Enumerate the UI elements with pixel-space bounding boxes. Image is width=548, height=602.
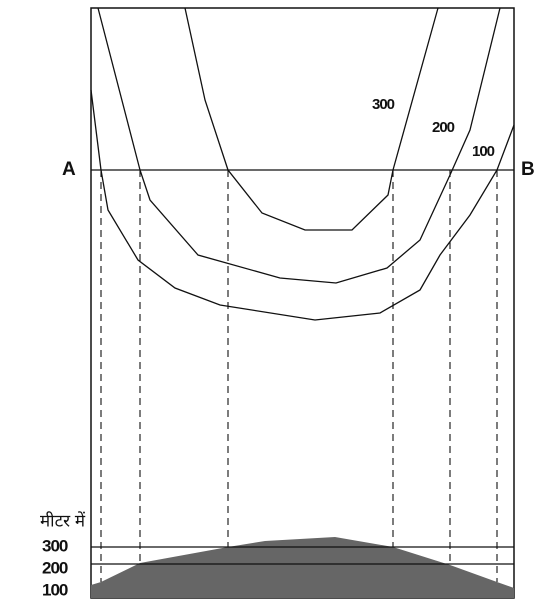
- height-label: 100: [42, 580, 68, 599]
- contour: [184, 7, 439, 231]
- contour-label: 100: [472, 143, 495, 160]
- contour: [97, 7, 501, 284]
- unit-label: मीटर में: [40, 510, 86, 530]
- contour: [90, 89, 515, 321]
- point-label: A: [62, 159, 76, 180]
- point-label: B: [521, 159, 535, 180]
- height-label: 200: [42, 558, 68, 577]
- contour-label: 300: [372, 96, 395, 113]
- profile: [91, 537, 514, 598]
- contour-label: 200: [432, 119, 455, 136]
- height-label: 300: [42, 536, 68, 555]
